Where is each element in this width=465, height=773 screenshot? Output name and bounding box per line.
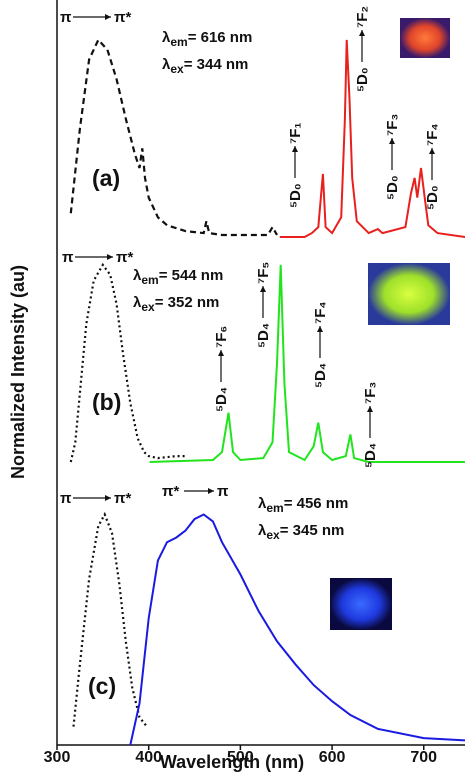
lambda-label: λex= 344 nm xyxy=(162,56,248,76)
transition-from: π xyxy=(62,249,74,266)
spectrum-line xyxy=(129,513,465,746)
transition-label: ⁵D₀ ⁷F₁ xyxy=(287,122,304,208)
transition-from: ⁵D₄ xyxy=(255,323,272,348)
transition-from: ⁵D₀ xyxy=(287,183,304,208)
transition-label: ⁵D₄ ⁷F₅ xyxy=(255,262,272,348)
transition-to: π* xyxy=(114,490,131,507)
spectrum-line xyxy=(69,37,278,237)
arrow-head xyxy=(107,254,113,260)
spectrum-line xyxy=(69,262,186,463)
arrow-head xyxy=(105,14,111,20)
transition-to: ⁷F₄ xyxy=(312,302,329,325)
spectrum-line xyxy=(149,264,465,463)
arrow-head xyxy=(367,406,373,412)
lambda-label: λem= 456 nm xyxy=(258,495,348,515)
lambda-symbol: λ xyxy=(162,29,171,46)
lambda-rest: = 544 nm xyxy=(159,267,224,284)
transition-to: π xyxy=(217,483,229,500)
spectrum-line xyxy=(72,511,148,728)
lambda-symbol: λ xyxy=(258,522,267,539)
transition-label: ⁵D₄ ⁷F₄ xyxy=(312,302,329,389)
x-tick-label: 500 xyxy=(227,749,254,766)
transition-from: ⁵D₄ xyxy=(312,363,329,388)
x-axis-label: Wavelength (nm) xyxy=(160,752,304,772)
lambda-rest: = 344 nm xyxy=(184,56,249,73)
transition-to: ⁷F₂ xyxy=(354,6,371,28)
x-tick-label: 600 xyxy=(319,749,346,766)
transition-to: ⁷F₃ xyxy=(384,114,401,136)
arrow-head xyxy=(359,30,365,36)
transition-label: ⁵D₀ ⁷F₃ xyxy=(384,114,401,200)
lambda-label: λem= 616 nm xyxy=(162,29,252,49)
x-tick-label: 300 xyxy=(44,749,71,766)
lambda-sub: em xyxy=(170,35,187,49)
lambda-symbol: λ xyxy=(258,495,267,512)
panel-label: (b) xyxy=(92,389,121,415)
photo-inset xyxy=(368,263,450,325)
lambda-rest: = 616 nm xyxy=(188,29,253,46)
x-tick-label: 700 xyxy=(410,749,437,766)
transition-to: π* xyxy=(114,9,131,26)
lambda-label: λex= 352 nm xyxy=(133,294,219,314)
transition-label: ⁵D₀ ⁷F₂ xyxy=(354,6,371,92)
transition-from: ⁵D₄ xyxy=(362,443,379,468)
transition-to: ⁷F₃ xyxy=(362,382,379,404)
lambda-sub: ex xyxy=(266,528,280,542)
y-axis-label: Normalized Intensity (au) xyxy=(8,265,28,479)
transition-from: ⁵D₀ xyxy=(354,67,371,92)
arrow-head xyxy=(105,495,111,501)
transition-to: ⁷F₅ xyxy=(255,262,272,284)
photo-inset xyxy=(400,18,450,58)
transition-label: ⁵D₄ ⁷F₃ xyxy=(362,382,379,468)
lambda-label: λex= 345 nm xyxy=(258,522,344,542)
arrow-head xyxy=(429,148,435,154)
transition-to: ⁷F₁ xyxy=(287,122,304,144)
transition-to: ⁷F₆ xyxy=(213,326,230,348)
lambda-symbol: λ xyxy=(133,294,142,311)
transition-from: ⁵D₄ xyxy=(213,387,230,412)
lambda-symbol: λ xyxy=(162,56,171,73)
transition-from: ⁵D₀ xyxy=(424,185,441,210)
arrow-head xyxy=(218,350,224,356)
lambda-rest: = 345 nm xyxy=(280,522,345,539)
lambda-symbol: λ xyxy=(133,267,142,284)
transition-from: π xyxy=(60,490,72,507)
transition-label: ⁵D₀ ⁷F₄ xyxy=(424,124,441,211)
arrow-head xyxy=(260,286,266,292)
lambda-sub: em xyxy=(141,273,158,287)
transition-label: ⁵D₄ ⁷F₆ xyxy=(213,326,230,412)
lambda-label: λem= 544 nm xyxy=(133,267,223,287)
panel-label: (a) xyxy=(92,165,120,191)
panel-label: (c) xyxy=(88,673,116,699)
lambda-rest: = 456 nm xyxy=(284,495,349,512)
transition-from: π* xyxy=(162,483,179,500)
transition-from: π xyxy=(60,9,72,26)
arrow-head xyxy=(208,488,214,494)
transition-to: ⁷F₄ xyxy=(424,124,441,147)
lambda-sub: em xyxy=(266,501,283,515)
lambda-sub: ex xyxy=(170,62,184,76)
arrow-head xyxy=(389,138,395,144)
lambda-sub: ex xyxy=(141,300,155,314)
spectrum-line xyxy=(279,39,465,238)
photo-inset xyxy=(330,578,392,630)
arrow-head xyxy=(292,146,298,152)
arrow-head xyxy=(317,326,323,332)
transition-to: π* xyxy=(116,249,133,266)
lambda-rest: = 352 nm xyxy=(155,294,220,311)
x-tick-label: 400 xyxy=(135,749,162,766)
transition-from: ⁵D₀ xyxy=(384,175,401,200)
